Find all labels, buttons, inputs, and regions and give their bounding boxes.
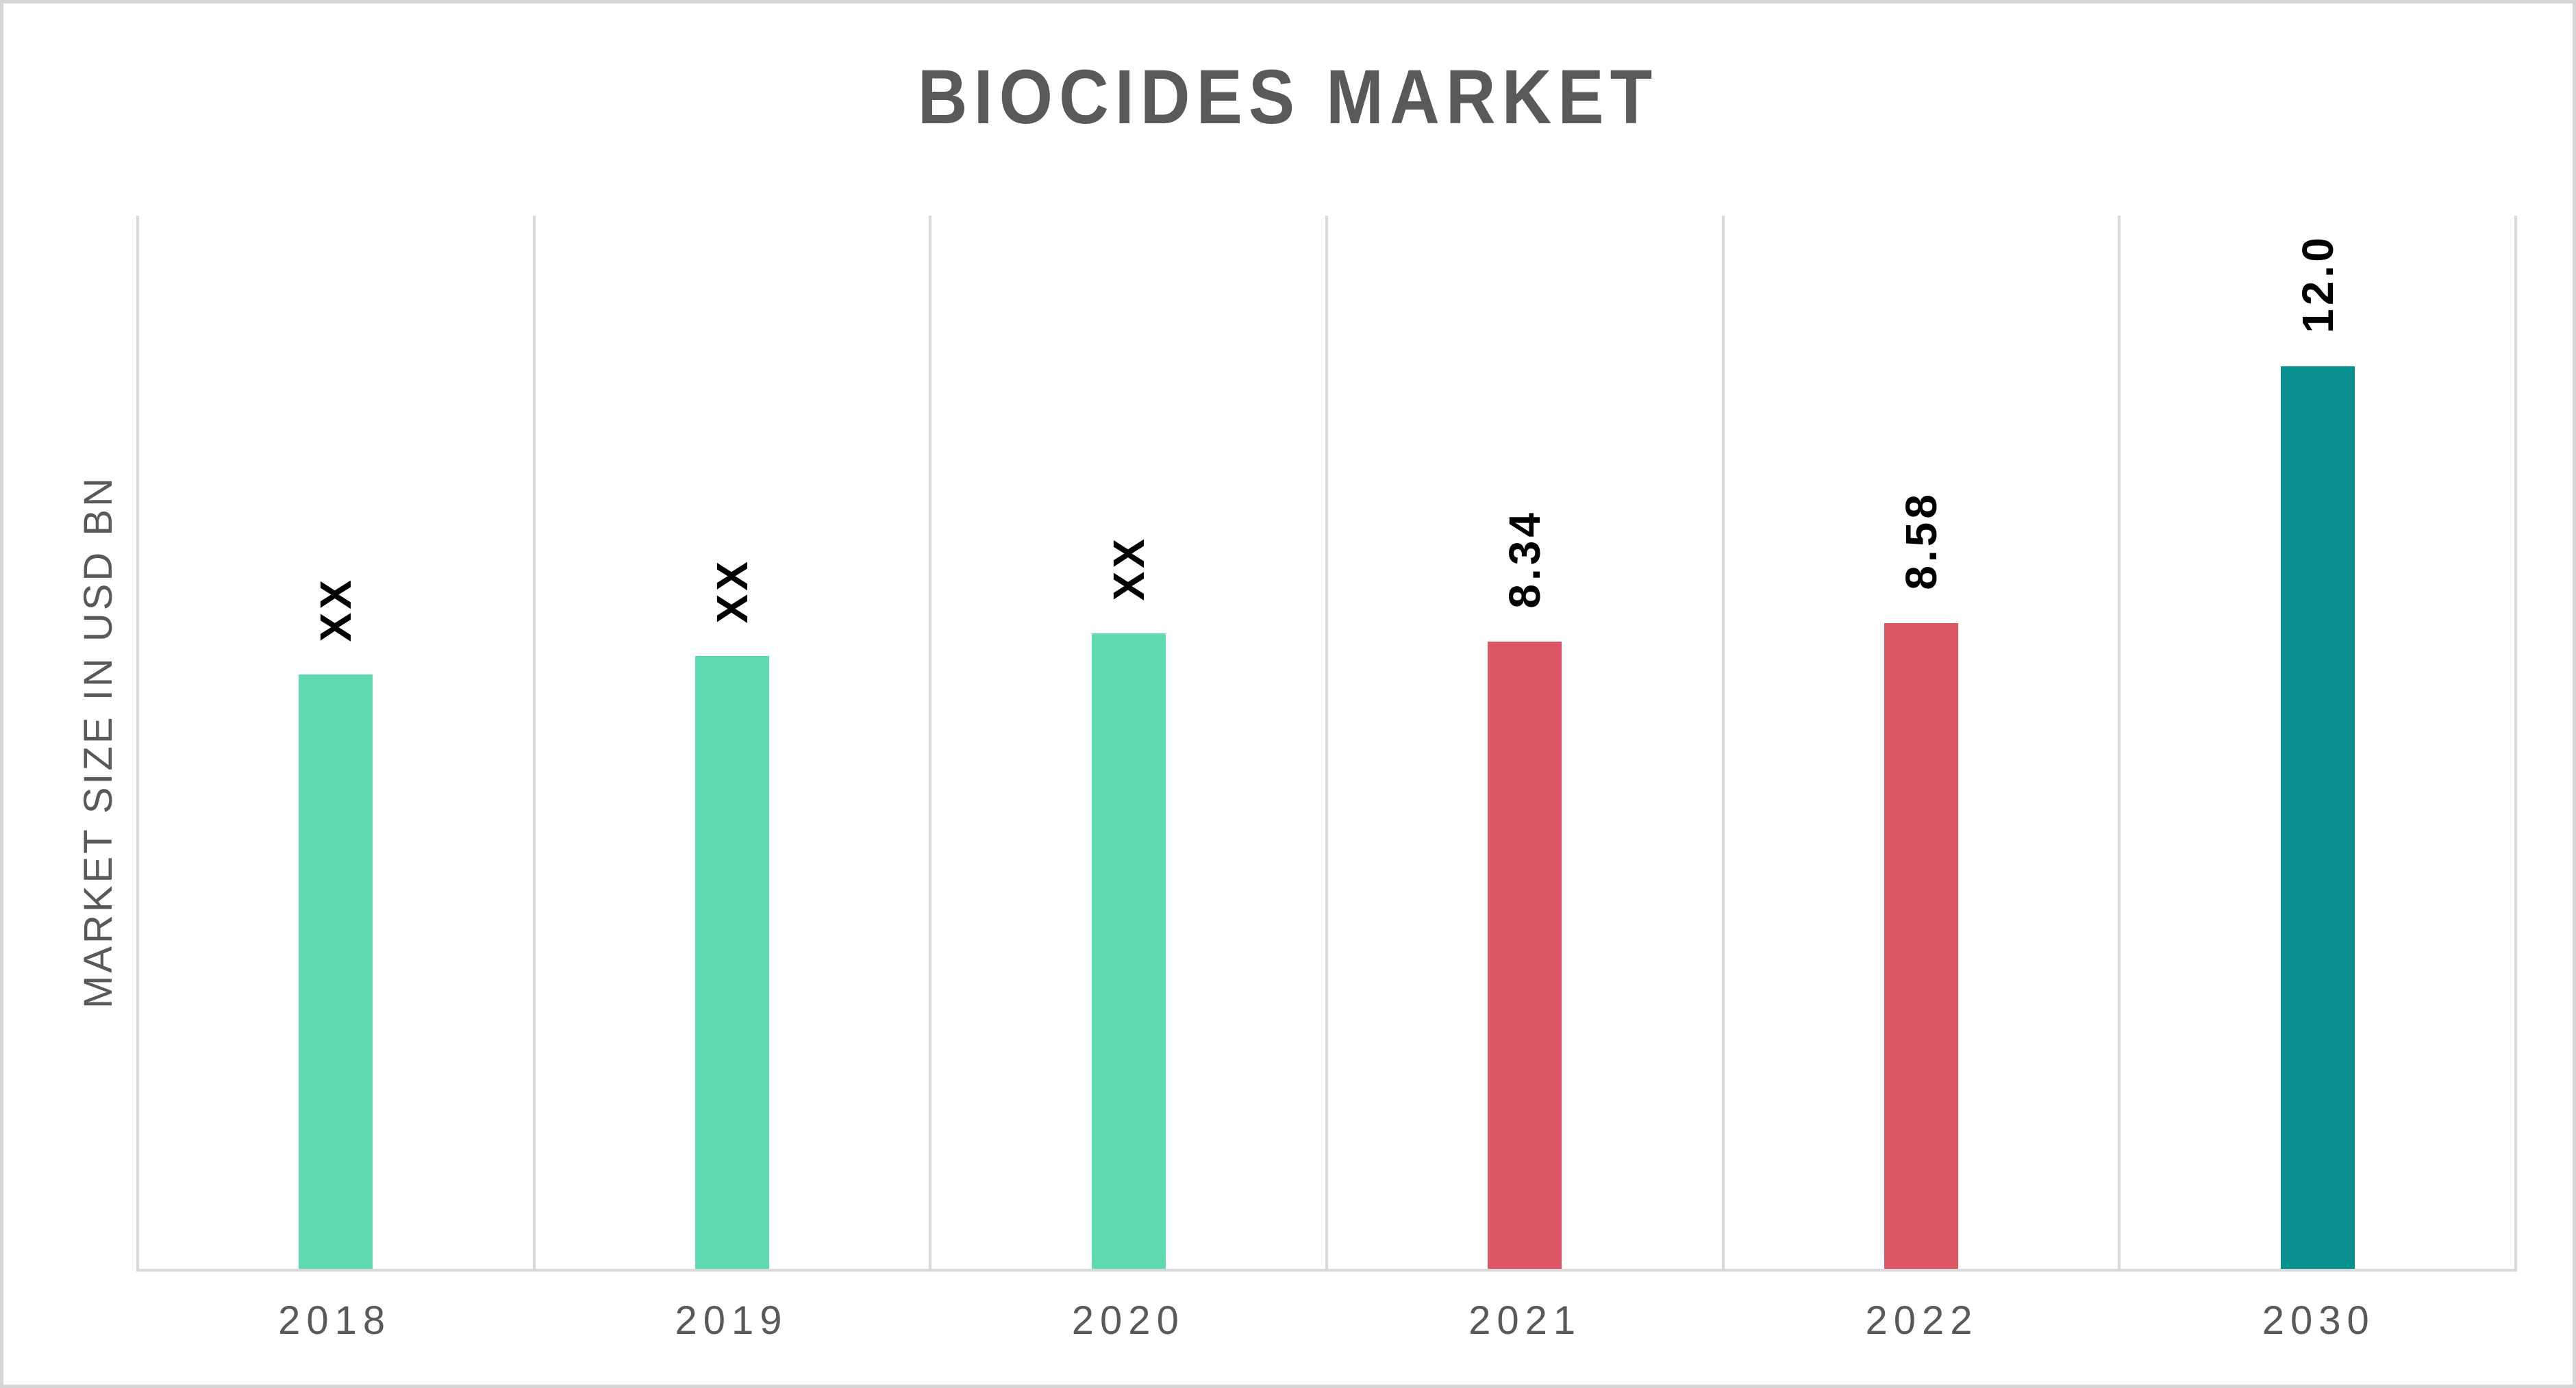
x-tick-label-2022: 2022 [1865,1298,1979,1343]
plot-area: XX XX XX 8.34 8.58 12.0 [136,216,2517,1272]
x-tick-label-2018: 2018 [278,1298,392,1343]
bar-value-label-container-2018: XX [139,577,533,642]
y-axis-title: MARKET SIZE IN USD BN [75,475,121,1009]
category-column-2018: XX [139,216,536,1269]
bar-value-label-2022: 8.58 [1897,491,1947,590]
chart-title: BIOCIDES MARKET [917,54,1659,140]
bar-2030 [2280,366,2355,1269]
bar-value-label-2019: XX [708,557,757,623]
x-tick-label-2019: 2019 [675,1298,788,1343]
y-axis-title-container: MARKET SIZE IN USD BN [64,216,132,1268]
bar-value-label-container-2019: XX [536,558,929,623]
bar-2018 [299,674,373,1269]
category-column-2020: XX [931,216,1329,1269]
category-column-2022: 8.58 [1725,216,2121,1269]
bar-value-label-container-2022: 8.58 [1725,491,2118,590]
category-column-2019: XX [536,216,932,1269]
x-axis-labels: 2018 2019 2020 2021 2022 2030 [136,1298,2517,1343]
x-tick-label-2021: 2021 [1468,1298,1582,1343]
category-column-2030: 12.0 [2121,216,2514,1269]
category-column-2021: 8.34 [1328,216,1725,1269]
bar-value-label-container-2021: 8.34 [1328,509,1722,609]
bar-value-label-2018: XX [311,576,361,642]
bar-value-label-2020: XX [1103,535,1153,601]
x-tick-label-2020: 2020 [1071,1298,1185,1343]
x-tick-label-2030: 2030 [2262,1298,2375,1343]
bar-value-label-container-2020: XX [931,535,1325,601]
bar-2019 [695,656,769,1269]
bar-2022 [1884,623,1959,1269]
bar-2021 [1488,642,1562,1269]
bar-value-label-2021: 8.34 [1500,509,1550,609]
bar-value-label-2030: 12.0 [2292,234,2342,333]
bar-value-label-container-2030: 12.0 [2121,234,2514,333]
bar-2020 [1091,633,1166,1269]
